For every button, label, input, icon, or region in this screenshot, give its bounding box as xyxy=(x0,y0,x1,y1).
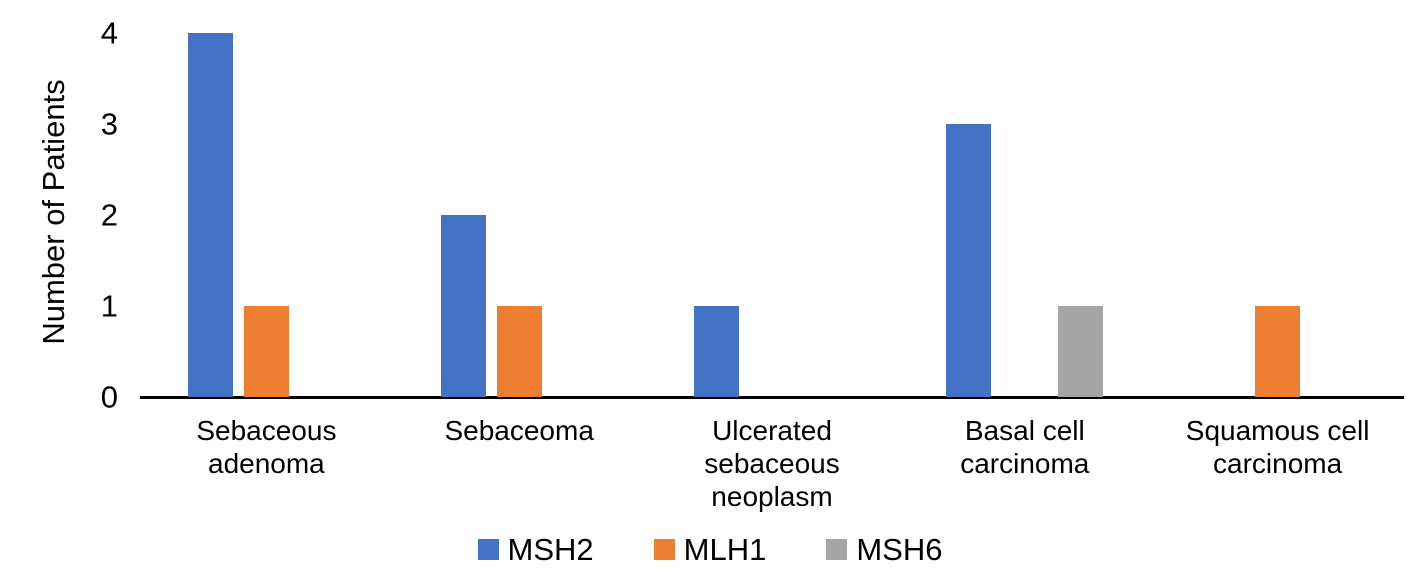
legend-swatch-mlh1 xyxy=(653,539,675,560)
y-tick-label-3: 3 xyxy=(100,106,118,142)
legend-item-msh2: MSH2 xyxy=(477,532,594,567)
bar-msh6-basal-cell-carcinoma xyxy=(1058,306,1104,397)
legend-label-msh2: MSH2 xyxy=(507,532,594,567)
category-label-squamous-cell-carcinoma: Squamous cell carcinoma xyxy=(1185,415,1370,480)
legend: MSH2 MLH1 MSH6 xyxy=(0,534,1420,565)
y-tick-label-0: 0 xyxy=(100,379,118,415)
bar-mlh1-sebaceoma xyxy=(496,306,542,397)
category-label-sebaceous-adenoma: Sebaceous adenoma xyxy=(196,415,337,480)
category-label-basal-cell-carcinoma: Basal cell carcinoma xyxy=(960,415,1090,480)
legend-label-mlh1: MLH1 xyxy=(683,532,767,567)
x-axis-line xyxy=(140,396,1404,399)
bar-mlh1-squamous-cell-carcinoma xyxy=(1255,306,1301,397)
y-tick-label-2: 2 xyxy=(100,197,118,233)
bar-msh2-sebaceous-adenoma xyxy=(187,33,233,397)
category-label-ulcerated-sebaceous-neoplasm: Ulcerated sebaceous neoplasm xyxy=(704,415,840,513)
bar-msh2-basal-cell-carcinoma xyxy=(946,124,992,397)
y-tick-label-1: 1 xyxy=(100,288,118,324)
legend-label-msh6: MSH6 xyxy=(856,532,943,567)
bar-msh2-sebaceoma xyxy=(440,215,486,397)
legend-swatch-msh2 xyxy=(477,539,499,560)
y-tick-label-4: 4 xyxy=(100,15,118,51)
legend-swatch-msh6 xyxy=(826,539,848,560)
legend-item-msh6: MSH6 xyxy=(826,534,942,565)
category-label-sebaceoma: Sebaceoma xyxy=(444,415,594,446)
legend-item-mlh1: MLH1 xyxy=(653,532,767,567)
bar-mlh1-sebaceous-adenoma xyxy=(243,306,289,397)
bar-msh2-ulcerated-sebaceous-neoplasm xyxy=(693,306,739,397)
